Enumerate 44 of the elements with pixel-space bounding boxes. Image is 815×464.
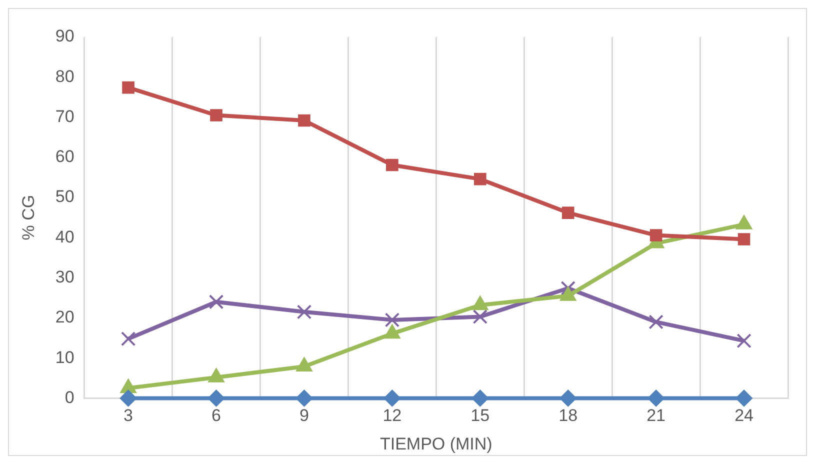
point	[472, 309, 488, 324]
x-tick-label: 18	[558, 406, 578, 426]
point	[560, 390, 577, 407]
point	[650, 229, 662, 242]
x-tick-label: 24	[734, 406, 754, 426]
y-tick-label: 30	[55, 267, 74, 286]
point	[296, 304, 312, 320]
point	[210, 109, 222, 122]
y-tick-label: 90	[55, 26, 74, 46]
y-tick-label: 20	[55, 308, 74, 327]
x-tick-label: 12	[382, 406, 402, 426]
x-tick-label: 6	[212, 406, 221, 426]
y-tick-label: 40	[55, 227, 74, 246]
point	[122, 81, 134, 94]
point	[648, 390, 665, 407]
y-tick-label: 10	[55, 348, 74, 367]
x-axis-title: TIEMPO (MIN)	[380, 434, 492, 454]
point	[736, 333, 752, 348]
point	[736, 390, 753, 407]
point	[120, 390, 137, 407]
point	[296, 390, 313, 407]
x-tick-label: 9	[299, 406, 309, 426]
y-axis-title: % CG	[18, 194, 38, 240]
point	[208, 390, 225, 407]
point	[648, 314, 664, 330]
point	[384, 390, 401, 407]
x-tick-label: 15	[470, 406, 490, 426]
point	[120, 331, 136, 346]
y-tick-label: 0	[64, 388, 74, 407]
x-tick-label: 3	[124, 406, 134, 426]
y-tick-label: 60	[55, 147, 74, 166]
y-tick-label: 70	[55, 106, 74, 126]
point	[738, 233, 750, 246]
point	[474, 172, 486, 186]
x-tick-label: 21	[646, 406, 666, 426]
y-tick-label: 50	[55, 187, 74, 206]
point	[298, 114, 310, 127]
point	[384, 312, 400, 328]
point	[560, 280, 576, 296]
point	[386, 158, 398, 172]
point	[562, 206, 574, 219]
y-tick-label: 80	[55, 66, 74, 86]
point	[472, 390, 489, 407]
point	[208, 294, 224, 310]
